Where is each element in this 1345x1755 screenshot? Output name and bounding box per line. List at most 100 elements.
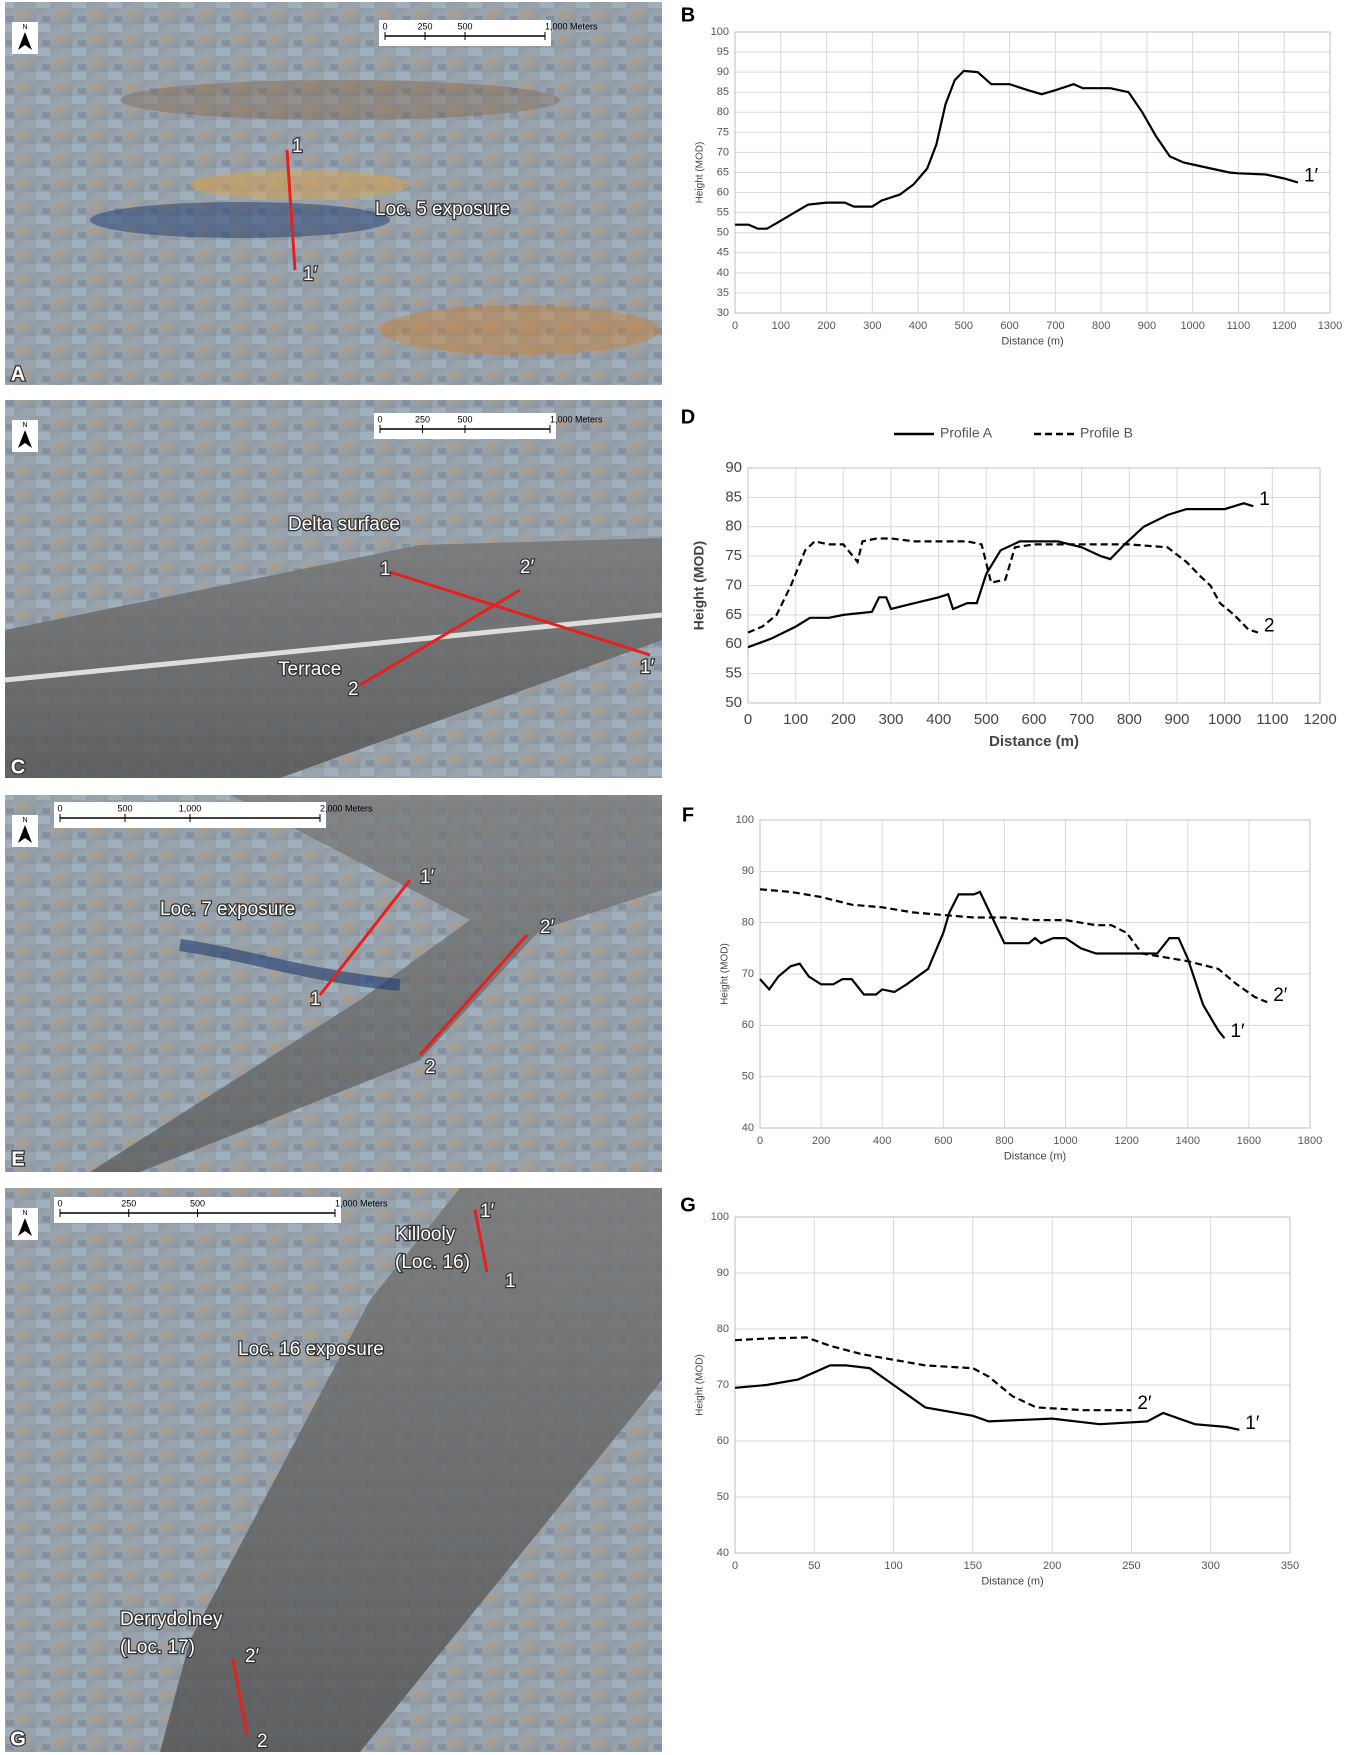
north-arrow — [18, 825, 32, 843]
y-tick-label: 90 — [725, 459, 742, 476]
x-tick-label: 0 — [757, 1135, 763, 1147]
plot-frame — [759, 819, 1311, 1129]
y-tick-label: 50 — [742, 1071, 754, 1083]
y-tick-label: 100 — [736, 814, 754, 826]
scale-label: 2,000 Meters — [320, 803, 373, 813]
series-line — [734, 1364, 1240, 1431]
scale-label: 0 — [382, 21, 387, 31]
y-tick-label: 55 — [725, 665, 742, 682]
x-tick-label: 0 — [732, 320, 738, 332]
x-tick-label: 200 — [1043, 1560, 1061, 1572]
map-label: 1′ — [303, 264, 318, 285]
y-tick-label: 90 — [717, 1267, 729, 1279]
map-label: 2 — [348, 679, 359, 700]
scale-label: 1,000 Meters — [550, 414, 603, 424]
panel-letter: E — [11, 1148, 24, 1170]
north-arrow — [18, 32, 32, 50]
x-tick-label: 700 — [1069, 711, 1094, 728]
x-tick-label: 200 — [812, 1135, 830, 1147]
series-line — [747, 537, 1259, 634]
y-tick-label: 30 — [717, 307, 729, 319]
x-tick-label: 350 — [1281, 1560, 1299, 1572]
scale-label: 500 — [457, 414, 472, 424]
x-tick-label: 1100 — [1227, 320, 1251, 332]
x-tick-label: 600 — [1021, 711, 1046, 728]
panel-letter: D — [681, 406, 695, 428]
y-tick-label: 40 — [717, 267, 729, 279]
map-label: Delta surface — [288, 514, 400, 535]
map-label: Killooly — [395, 1224, 456, 1245]
profile-line — [418, 934, 529, 1056]
map-label: Terrace — [278, 659, 341, 680]
x-axis-title: Distance (m) — [981, 1576, 1043, 1588]
map-label: 2 — [257, 1731, 268, 1752]
map-label: Loc. 7 exposure — [160, 899, 295, 920]
scale-label: 1,000 Meters — [335, 1198, 388, 1208]
y-tick-label: 60 — [725, 635, 742, 652]
scale-label: 500 — [190, 1198, 205, 1208]
map-label: 1′ — [480, 1201, 495, 1222]
y-tick-label: 65 — [717, 166, 729, 178]
y-tick-label: 75 — [717, 126, 729, 138]
y-tick-label: 90 — [742, 865, 754, 877]
x-tick-label: 500 — [974, 711, 999, 728]
x-tick-label: 1200 — [1272, 320, 1296, 332]
x-tick-label: 1000 — [1053, 1135, 1077, 1147]
x-tick-label: 200 — [831, 711, 856, 728]
map-feature — [90, 202, 390, 238]
scale-label: 1,000 — [179, 803, 202, 813]
x-tick-label: 100 — [772, 320, 790, 332]
x-tick-label: 0 — [732, 1560, 738, 1572]
north-arrow — [18, 430, 32, 448]
profile-line — [359, 588, 521, 687]
y-tick-label: 80 — [717, 106, 729, 118]
map-label: Derrydolney — [120, 1609, 223, 1630]
x-tick-label: 900 — [1164, 711, 1189, 728]
scale-label: 250 — [415, 414, 430, 424]
panel-letter: B — [681, 4, 695, 26]
y-tick-label: 60 — [717, 1435, 729, 1447]
map-label: (Loc. 17) — [120, 1637, 195, 1658]
profile-line — [389, 570, 651, 657]
map-label: Loc. 5 exposure — [375, 199, 510, 220]
hillshade — [90, 795, 662, 1172]
y-tick-label: 40 — [742, 1122, 754, 1134]
y-axis-title: Height (MOD) — [694, 1354, 705, 1416]
road — [4, 612, 663, 683]
legend-label: Profile B — [1080, 425, 1133, 441]
scale-label: 250 — [417, 21, 432, 31]
x-tick-label: 1100 — [1256, 711, 1288, 728]
panel-letter: A — [11, 363, 25, 385]
x-tick-label: 800 — [995, 1135, 1013, 1147]
plot-frame — [747, 467, 1321, 704]
y-tick-label: 75 — [725, 547, 742, 564]
x-tick-label: 100 — [783, 711, 808, 728]
end-label: 1′ — [1230, 1021, 1245, 1042]
map-label: 2 — [425, 1057, 436, 1078]
x-tick-label: 1800 — [1298, 1135, 1322, 1147]
y-tick-label: 85 — [717, 86, 729, 98]
panel-letter: G — [10, 1728, 26, 1750]
y-tick-label: 60 — [742, 1019, 754, 1031]
map-label: 1′ — [640, 657, 655, 678]
y-axis-title: Height (MOD) — [691, 541, 707, 630]
x-tick-label: 150 — [964, 1560, 982, 1572]
x-tick-label: 1200 — [1114, 1135, 1138, 1147]
x-tick-label: 250 — [1122, 1560, 1140, 1572]
map-feature — [190, 170, 410, 200]
map-panels: N 0 250 500 1,000 Meters 1 1′ Loc. 5 exposure A N… — [4, 2, 663, 1753]
y-tick-label: 80 — [717, 1323, 729, 1335]
map-feature — [380, 305, 660, 355]
north-arrow — [18, 1218, 32, 1236]
series-line — [759, 890, 1226, 1039]
x-tick-label: 600 — [1000, 320, 1018, 332]
plot-frame — [734, 31, 1331, 314]
map-feature — [120, 80, 560, 120]
profile-line — [318, 879, 412, 996]
scale-label: 500 — [117, 803, 132, 813]
y-tick-label: 55 — [717, 207, 729, 219]
map-label: 1 — [292, 136, 303, 157]
y-axis-title: Height (MOD) — [694, 142, 705, 204]
